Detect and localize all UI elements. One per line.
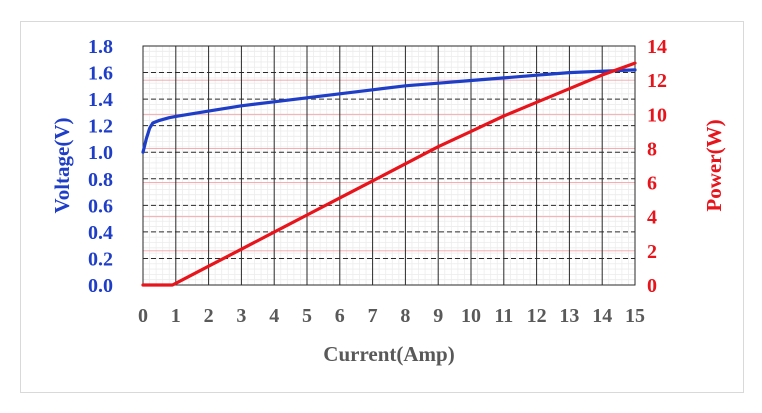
right-tick-label: 0 (647, 275, 657, 297)
left-tick-label: 1.8 (88, 36, 113, 58)
x-axis-title: Current(Amp) (323, 342, 454, 366)
plot-area-border (142, 45, 636, 286)
left-tick-label: 0.6 (88, 195, 113, 217)
right-tick-label: 10 (647, 104, 667, 126)
left-tick-label: 1.6 (88, 63, 113, 85)
voltage-series-line (141, 68, 637, 154)
x-tick-label: 14 (592, 305, 612, 327)
x-tick-label: 13 (559, 305, 579, 327)
major-grid (143, 45, 635, 285)
left-tick-label: 1.4 (88, 89, 113, 111)
x-tick-label: 6 (335, 305, 345, 327)
x-tick-label: 9 (433, 305, 443, 327)
right-tick-label: 12 (647, 70, 667, 92)
right-tick-label: 6 (647, 173, 657, 195)
minor-grid (142, 45, 636, 286)
left-axis-ticks: 0.0 0.2 0.4 0.6 0.8 1.0 1.2 1.4 1.6 1.8 (88, 36, 113, 297)
left-tick-label: 0.8 (88, 169, 113, 191)
x-tick-label: 1 (171, 305, 181, 327)
left-tick-label: 1.2 (88, 116, 113, 138)
voltage-power-chart: 0.00.20.40.60.81.01.21.41.61.8 024681012… (50, 36, 726, 366)
left-axis-title: Voltage(V) (50, 117, 74, 213)
right-axis-ticks: 0 2 4 6 8 10 12 14 (647, 36, 667, 297)
right-tick-label: 14 (647, 36, 667, 58)
x-tick-label: 3 (236, 305, 246, 327)
right-axis-title: Power(W) (702, 119, 726, 211)
x-tick-label: 12 (527, 305, 547, 327)
x-tick-label: 2 (204, 305, 214, 327)
x-tick-label: 11 (494, 305, 513, 327)
x-tick-label: 7 (368, 305, 378, 327)
left-tick-label: 1.0 (88, 142, 113, 164)
x-tick-label: 10 (461, 305, 481, 327)
series-layer (141, 61, 637, 287)
left-tick-label: 0.0 (88, 275, 113, 297)
right-tick-label: 8 (647, 138, 657, 160)
left-tick-label: 0.2 (88, 248, 113, 270)
x-tick-label: 4 (269, 305, 279, 327)
power-series-line (141, 61, 637, 287)
x-tick-label: 0 (138, 305, 148, 327)
right-tick-label: 2 (647, 241, 657, 263)
x-tick-label: 8 (400, 305, 410, 327)
x-tick-label: 5 (302, 305, 312, 327)
right-tick-label: 4 (647, 207, 657, 229)
chart-frame: 0.0 0.2 0.4 0.6 0.8 1.0 1.2 1.4 1.6 1.8 0 2 4 6 8 10 12… (20, 21, 744, 393)
x-tick-label: 15 (625, 305, 645, 327)
x-axis-ticks: 0 1 2 3 4 5 6 7 8 9 10 11 12 13 14 15 (138, 305, 645, 327)
left-tick-label: 0.4 (88, 222, 113, 244)
